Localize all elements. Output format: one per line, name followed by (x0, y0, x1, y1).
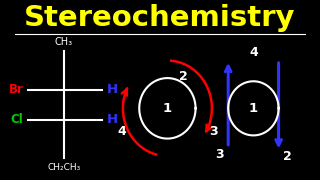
Text: H: H (107, 83, 118, 96)
Text: Br: Br (9, 83, 24, 96)
Text: CH₂CH₃: CH₂CH₃ (47, 163, 80, 172)
Text: Cl: Cl (11, 113, 24, 127)
Text: 4: 4 (117, 125, 126, 138)
Text: 3: 3 (209, 125, 218, 138)
Text: 1: 1 (249, 102, 258, 115)
Text: 3: 3 (215, 148, 224, 161)
Text: CH₃: CH₃ (55, 37, 73, 47)
Text: 1: 1 (163, 102, 172, 115)
Text: 4: 4 (249, 46, 258, 59)
Text: Stereochemistry: Stereochemistry (24, 4, 296, 32)
Text: 2: 2 (179, 71, 188, 84)
Text: H: H (107, 113, 118, 127)
Text: 2: 2 (283, 150, 292, 163)
